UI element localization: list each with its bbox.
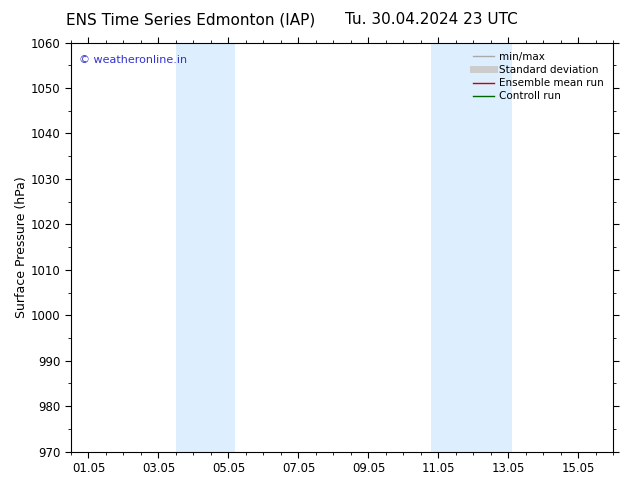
Text: ENS Time Series Edmonton (IAP): ENS Time Series Edmonton (IAP)	[65, 12, 315, 27]
Legend: min/max, Standard deviation, Ensemble mean run, Controll run: min/max, Standard deviation, Ensemble me…	[469, 48, 608, 105]
Text: © weatheronline.in: © weatheronline.in	[79, 55, 187, 65]
Y-axis label: Surface Pressure (hPa): Surface Pressure (hPa)	[15, 176, 28, 318]
Bar	[176, 43, 235, 452]
Bar	[432, 43, 512, 452]
Text: Tu. 30.04.2024 23 UTC: Tu. 30.04.2024 23 UTC	[345, 12, 517, 27]
